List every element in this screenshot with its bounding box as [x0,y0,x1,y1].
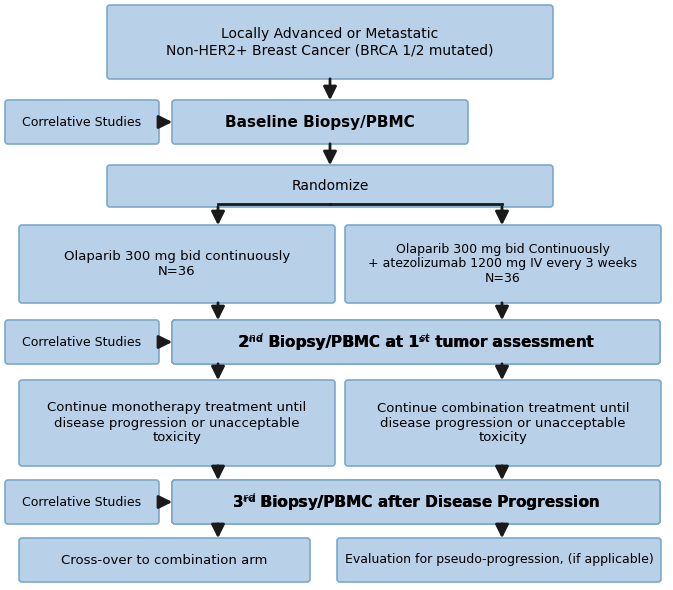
FancyBboxPatch shape [19,225,335,303]
FancyBboxPatch shape [345,380,661,466]
Text: Correlative Studies: Correlative Studies [22,116,141,129]
Text: Correlative Studies: Correlative Studies [22,496,141,509]
Text: Correlative Studies: Correlative Studies [22,336,141,349]
Text: Continue monotherapy treatment until
disease progression or unacceptable
toxicit: Continue monotherapy treatment until dis… [47,402,307,444]
Text: Baseline Biopsy/PBMC: Baseline Biopsy/PBMC [225,114,415,129]
FancyBboxPatch shape [172,480,660,524]
FancyBboxPatch shape [5,480,159,524]
FancyBboxPatch shape [5,320,159,364]
FancyBboxPatch shape [172,100,468,144]
Text: Cross-over to combination arm: Cross-over to combination arm [61,553,268,566]
FancyBboxPatch shape [337,538,661,582]
Text: Olaparib 300 mg bid Continuously
+ atezolizumab 1200 mg IV every 3 weeks
N=36: Olaparib 300 mg bid Continuously + atezo… [369,242,637,286]
Text: Continue combination treatment until
disease progression or unacceptable
toxicit: Continue combination treatment until dis… [377,402,629,444]
FancyBboxPatch shape [172,480,660,524]
FancyBboxPatch shape [345,225,661,303]
Text: Evaluation for pseudo-progression, (if applicable): Evaluation for pseudo-progression, (if a… [345,553,653,566]
Text: Randomize: Randomize [291,179,369,193]
FancyBboxPatch shape [19,380,335,466]
FancyBboxPatch shape [19,538,310,582]
FancyBboxPatch shape [107,165,553,207]
FancyBboxPatch shape [107,5,553,79]
Text: Olaparib 300 mg bid continuously
N=36: Olaparib 300 mg bid continuously N=36 [64,250,290,278]
FancyBboxPatch shape [172,320,660,364]
Text: 2$^{nd}$ Biopsy/PBMC at 1$^{st}$ tumor assessment: 2$^{nd}$ Biopsy/PBMC at 1$^{st}$ tumor a… [238,331,594,353]
FancyBboxPatch shape [5,100,159,144]
Text: 3ʳᵈ Biopsy/PBMC after Disease Progression: 3ʳᵈ Biopsy/PBMC after Disease Progressio… [233,494,599,510]
FancyBboxPatch shape [172,320,660,364]
Text: 3$^{rd}$ Biopsy/PBMC after Disease Progression: 3$^{rd}$ Biopsy/PBMC after Disease Progr… [232,491,600,513]
Text: 2ⁿᵈ Biopsy/PBMC at 1ˢᵗ tumor assessment: 2ⁿᵈ Biopsy/PBMC at 1ˢᵗ tumor assessment [238,335,594,349]
Text: Locally Advanced or Metastatic
Non-HER2+ Breast Cancer (BRCA 1/2 mutated): Locally Advanced or Metastatic Non-HER2+… [166,27,494,57]
